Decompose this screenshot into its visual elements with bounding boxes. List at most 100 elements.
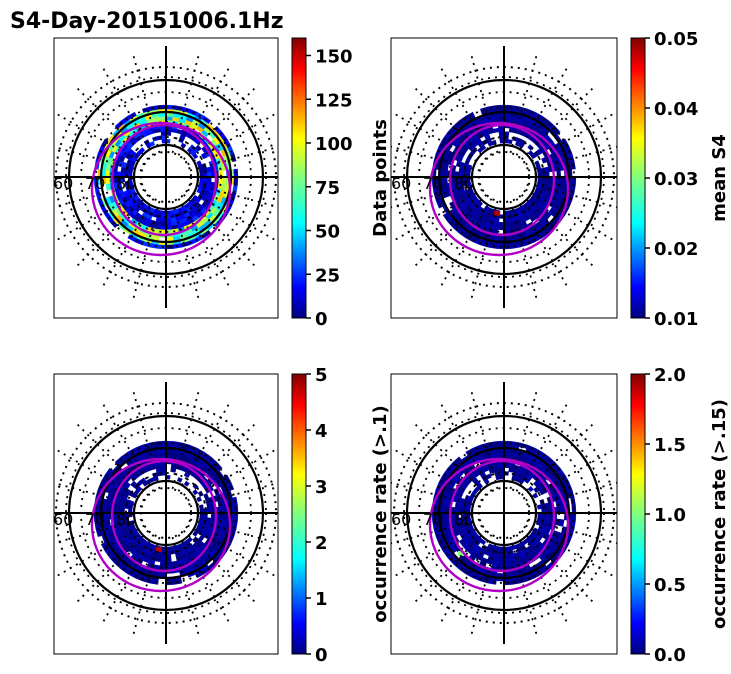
colorbar-tick-label: 5 [315,365,328,386]
latitude-labels: 60 70 80 [391,174,474,193]
colorbar-gradient [630,373,646,655]
colorbar-tick-label: 0.04 [654,99,698,120]
heatmap-cell [443,176,448,185]
colorbar-label: occurrence rate (>.15) [709,399,730,629]
latitude-label: 70 [85,510,105,529]
heatmap-cell [158,116,167,121]
heatmap-cell [507,139,513,145]
latitude-labels: 60 70 80 [53,510,136,529]
colorbar-tick-label: 75 [315,178,340,199]
colorbar-tick-label: 150 [315,47,353,68]
heatmap-cell [222,176,227,185]
polar-plot: 60 70 80 [53,46,278,308]
heatmap-cell [198,504,204,510]
colorbar-tick-label: 25 [315,265,340,286]
heatmap-cell [496,452,505,457]
colorbar-tick-label: 0.05 [654,29,698,50]
latitude-label: 80 [116,510,136,529]
heatmap-cell [527,485,534,493]
latitude-label: 60 [391,510,411,529]
axes-frame [53,373,279,655]
panel-2: 60 70 80 0.01 0.02 0.03 0.04 0.05 mean S4 [390,29,730,330]
colorbar-tick-label: 0 [315,309,328,330]
oval-boundaries [428,121,570,257]
heatmap-cell [165,452,174,457]
heatmap-cell [492,127,500,133]
heatmap-cell [95,191,102,202]
latitude-label: 80 [454,510,474,529]
colorbar-gradient [291,37,307,319]
heatmap-cell [222,505,227,514]
polar-plot: 60 70 80 [391,46,617,308]
figure-title: S4-Day-20151006.1Hz [10,9,284,34]
panel-4: 60 70 80 0.0 0.5 1.0 1.5 2.0 occurrence rate (>.… [390,365,730,666]
heatmap-cell [183,480,190,487]
heatmap-cell [105,183,111,191]
latitude-label: 80 [454,174,474,193]
heatmap-cell [465,111,475,120]
colorbar-tick-label: 100 [315,134,353,155]
major-circles [54,46,278,308]
heatmap-cell [165,116,174,121]
colorbar: 0 1 2 3 4 5 occurrence rate (>.1) [291,365,391,666]
colorbar-tick-label: 0.0 [654,645,686,666]
colorbar-tick-label: 1 [315,589,328,610]
heatmap-cell [105,512,110,521]
axes-frame [390,37,618,319]
major-circles [391,382,617,644]
axes-frame [53,37,279,319]
colorbar-label: mean S4 [709,134,730,222]
colorbar-tick-label: 1.5 [654,435,686,456]
heatmap-cell [503,116,512,121]
heatmap-cell [458,551,464,556]
heatmap-cell [503,452,512,457]
heatmap-cell [196,496,202,503]
latitude-label: 70 [85,174,105,193]
heatmap-cell [559,519,565,527]
colorbar-label: occurrence rate (>.1) [370,405,391,622]
latitude-label: 60 [391,174,411,193]
latitude-label: 60 [53,174,73,193]
colorbar-tick-label: 0.01 [654,309,698,330]
heatmap-cell [156,547,162,552]
colorbar-tick-label: 4 [315,421,328,442]
oval-boundaries [90,121,232,257]
heatmap-cell [443,512,448,521]
axes-frame [390,373,618,655]
colorbar: 0.0 0.5 1.0 1.5 2.0 occurrence rate (>.15) [630,365,730,666]
heatmap-cell [560,176,565,185]
heatmap-cell [176,477,183,483]
latitude-label: 70 [423,510,443,529]
colorbar-tick-label: 2.0 [654,365,686,386]
heatmap-cell [494,211,500,216]
heatmap-cell [105,169,110,178]
colorbar-tick-label: 1.0 [654,505,686,526]
polar-plot: 60 70 80 [391,382,617,644]
oval-boundaries [90,457,232,593]
colorbar-tick-label: 0.02 [654,239,698,260]
heatmap-cell [127,111,137,120]
heatmap-cell [105,505,110,514]
heatmap-cell [496,116,505,121]
colorbar-tick-label: 125 [315,90,353,111]
heatmap-cell [560,505,565,514]
colorbar: 0.01 0.02 0.03 0.04 0.05 mean S4 [630,29,730,330]
colorbar-tick-label: 50 [315,222,340,243]
colorbar-tick-label: 0.03 [654,169,698,190]
colorbar-gradient [291,373,307,655]
heatmap-cell [192,489,199,496]
heatmap-cell [138,147,146,154]
heatmap-cell [100,542,109,552]
polar-plot: 60 70 80 [53,382,278,644]
major-circles [391,46,617,308]
latitude-label: 60 [53,510,73,529]
colorbar-gradient [630,37,646,319]
colorbar-tick-label: 2 [315,533,328,554]
heatmap-cell [532,492,539,499]
heatmap-cell [443,169,448,178]
latitude-labels: 60 70 80 [391,510,474,529]
colorbar-tick-label: 0.5 [654,575,686,596]
heatmap-cell [105,176,110,185]
panel-1: 60 70 80 0 25 50 75 100 125 150 Data points [53,37,391,330]
heatmap-cell [518,442,529,449]
